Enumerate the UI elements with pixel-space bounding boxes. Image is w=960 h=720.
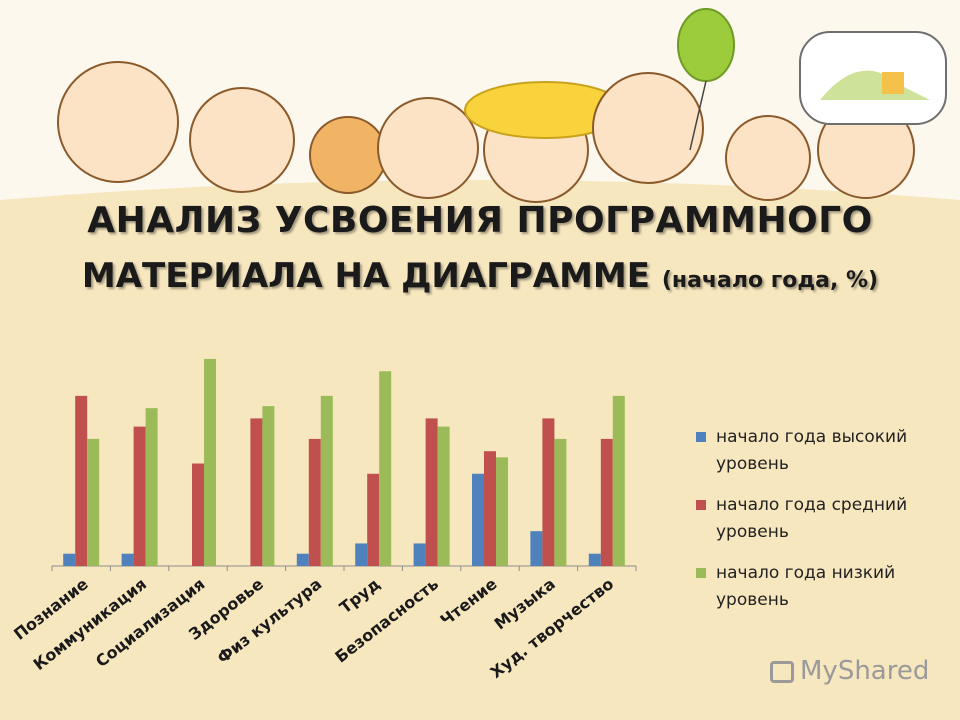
legend-swatch-medium: [696, 500, 706, 510]
axis-layer: [51, 565, 637, 571]
bar-medium: [367, 473, 380, 566]
bar-medium: [308, 438, 321, 566]
bar-low: [554, 438, 567, 566]
legend: начало года высокий уровень начало года …: [696, 424, 946, 628]
bar-low: [612, 395, 625, 566]
bar-high: [296, 553, 309, 566]
legend-swatch-low: [696, 568, 706, 578]
title-line-2: МАТЕРИАЛА НА ДИАГРАММЕ (начало года, %): [0, 256, 960, 296]
category-label: Труд: [336, 574, 384, 617]
category-label: Чтение: [437, 574, 501, 630]
legend-label-low: начало года низкий уровень: [716, 563, 896, 610]
bar-low: [87, 438, 100, 566]
bar-medium: [484, 451, 496, 566]
bar-high: [355, 543, 368, 566]
children-illustration: [57, 8, 947, 203]
title-subtitle: (начало года, %): [661, 268, 879, 293]
watermark-icon: [770, 660, 794, 683]
bar-low: [204, 358, 216, 566]
legend-label-medium: начало года средний уровень: [716, 495, 908, 542]
bar-high: [530, 531, 543, 566]
bar-high: [63, 553, 76, 566]
bar-low: [496, 457, 508, 566]
bar-medium: [133, 426, 146, 566]
bar-low: [379, 371, 392, 566]
watermark: MyShared: [770, 656, 929, 686]
category-label: Физ культура: [213, 574, 325, 667]
legend-item-high: начало года высокий уровень: [696, 424, 946, 478]
bar-chart: ПознаниеКоммуникацияСоциализацияЗдоровье…: [10, 358, 637, 682]
bar-layer: [63, 358, 625, 566]
bar-medium: [542, 418, 555, 566]
legend-item-medium: начало года средний уровень: [696, 492, 946, 546]
bar-low: [145, 408, 158, 566]
title-line-1: АНАЛИЗ УСВОЕНИЯ ПРОГРАММНОГО: [87, 200, 873, 241]
watermark-text: MyShared: [800, 656, 930, 686]
legend-item-low: начало года низкий уровень: [696, 560, 946, 614]
bar-high: [472, 473, 484, 566]
category-label: Безопасность: [331, 574, 442, 666]
bar-medium: [75, 395, 88, 566]
bar-medium: [425, 418, 438, 566]
bar-low: [262, 406, 275, 566]
bar-low: [437, 426, 450, 566]
bar-high: [413, 543, 426, 566]
bar-low: [320, 395, 333, 566]
bar-medium: [250, 418, 263, 566]
category-label-layer: ПознаниеКоммуникацияСоциализацияЗдоровье…: [10, 574, 617, 682]
bar-high: [121, 553, 134, 566]
legend-swatch-high: [696, 432, 706, 442]
bar-medium: [192, 463, 204, 566]
bar-high: [588, 553, 601, 566]
legend-label-high: начало года высокий уровень: [716, 427, 908, 474]
bar-medium: [600, 438, 613, 566]
category-label: Социализация: [92, 574, 208, 671]
title-line-2-main: МАТЕРИАЛА НА ДИАГРАММЕ: [81, 256, 650, 296]
